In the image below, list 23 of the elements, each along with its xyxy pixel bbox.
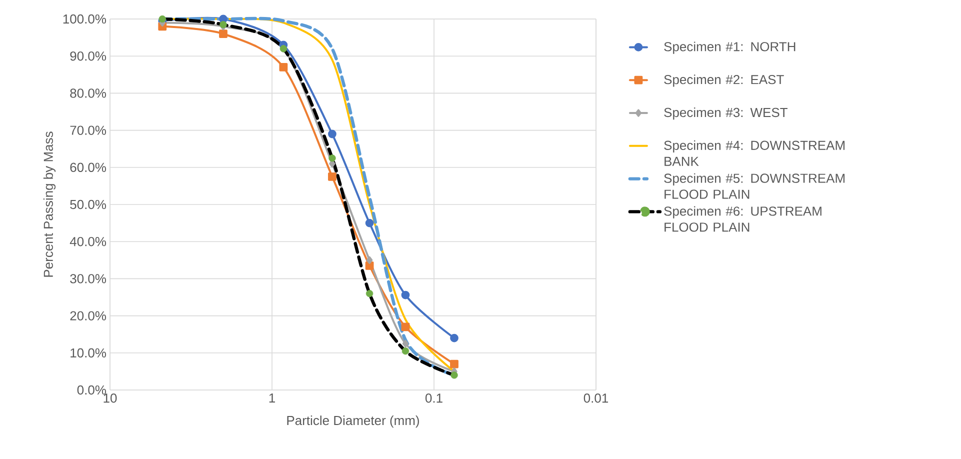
legend-label: Specimen #5: DOWNSTREAM FLOOD PLAIN <box>664 173 844 199</box>
x-tick-label: 0.01 <box>584 394 608 403</box>
x-tick-label: 10 <box>104 394 117 403</box>
y-tick-label: 40.0% <box>70 236 106 246</box>
legend-label: Specimen #2: EAST <box>664 74 784 87</box>
x-tick-label: 0.1 <box>425 394 442 403</box>
y-tick-label: 50.0% <box>70 200 106 210</box>
legend-label: Specimen #3: WEST <box>664 108 788 120</box>
x-axis-title: Particle Diameter (mm) <box>287 416 419 428</box>
y-tick-label: 90.0% <box>70 51 106 61</box>
legend-label: Specimen #6: UPSTREAM FLOOD PLAIN <box>664 206 822 232</box>
legend-label: Specimen #4: DOWNSTREAM BANK <box>664 140 844 166</box>
x-tick-label: 1 <box>269 394 275 402</box>
y-tick-label: 10.0% <box>70 348 106 358</box>
y-tick-label: 60.0% <box>70 162 106 172</box>
y-tick-label: 100.0% <box>63 14 106 24</box>
y-tick-label: 0.0% <box>77 385 106 395</box>
y-tick-label: 70.0% <box>70 126 106 135</box>
legend-label: Specimen #1: NORTH <box>664 42 796 54</box>
y-axis-title: Percent Passing by Mass <box>43 132 56 277</box>
y-tick-label: 80.0% <box>70 88 106 98</box>
y-tick-label: 30.0% <box>70 274 106 284</box>
y-tick-label: 20.0% <box>70 311 106 320</box>
